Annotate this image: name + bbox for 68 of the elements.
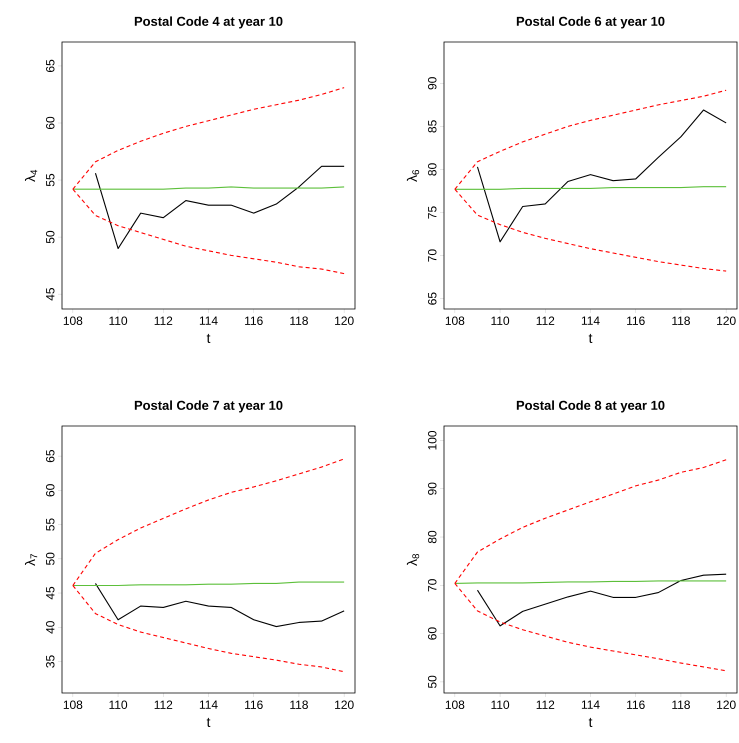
x-tick-label: 116 — [245, 316, 263, 325]
y-tick-label: 45 — [46, 586, 54, 600]
y-tick-label: 45 — [46, 288, 54, 301]
y-tick-label: 60 — [428, 627, 436, 640]
y-tick-label: 55 — [46, 518, 54, 531]
y-tick-label: 35 — [46, 655, 54, 668]
y-tick-label: 90 — [428, 482, 436, 495]
y-axis-title: λ$_{6}$ — [406, 170, 420, 182]
y-tick-label: 65 — [46, 450, 54, 462]
y-tick-label: 80 — [428, 530, 436, 544]
line-series — [476, 109, 727, 242]
y-tick-label: 60 — [46, 116, 54, 130]
x-tick-label: 110 — [109, 700, 128, 709]
x-tick-label: 110 — [491, 316, 510, 325]
y-tick-label: 50 — [46, 230, 54, 244]
y-tick-label: 70 — [428, 579, 436, 592]
y-tick-label: 40 — [46, 621, 54, 634]
x-tick-label: 120 — [335, 316, 354, 325]
x-tick-label: 112 — [536, 700, 554, 709]
chart-title: Postal Code 6 at year 10 — [516, 16, 664, 28]
y-tick-label: 55 — [46, 174, 54, 186]
x-tick-label: 116 — [245, 700, 263, 709]
x-axis-title: t — [206, 718, 210, 727]
chart-title: Postal Code 8 at year 10 — [516, 400, 664, 412]
y-axis-title: λ$_{8}$ — [406, 554, 420, 566]
x-tick-label: 112 — [536, 316, 554, 325]
y-tick-label: 80 — [428, 163, 436, 176]
y-tick-label: 50 — [46, 552, 54, 565]
x-tick-label: 118 — [290, 316, 308, 325]
x-tick-label: 118 — [290, 700, 308, 709]
x-axis-title: t — [206, 334, 210, 343]
x-tick-label: 112 — [154, 316, 172, 325]
line-series — [94, 582, 345, 628]
line-series — [476, 574, 727, 626]
line-series — [94, 166, 345, 250]
x-tick-label: 120 — [717, 316, 736, 325]
x-tick-label: 116 — [627, 316, 645, 325]
chart-title: Postal Code 4 at year 10 — [134, 16, 282, 28]
x-tick-label: 108 — [64, 316, 82, 325]
x-tick-label: 108 — [446, 700, 464, 709]
x-tick-label: 112 — [154, 700, 172, 709]
x-tick-label: 120 — [717, 700, 736, 709]
x-tick-label: 108 — [64, 700, 82, 709]
y-tick-label: 90 — [428, 77, 436, 90]
x-tick-label: 114 — [200, 316, 218, 325]
x-axis-title: t — [588, 718, 592, 727]
y-tick-label: 60 — [46, 484, 54, 496]
x-tick-label: 110 — [491, 700, 510, 709]
y-axis-title: λ$_{4}$ — [24, 170, 38, 182]
y-tick-label: 75 — [428, 206, 436, 219]
y-tick-label: 100 — [428, 430, 436, 450]
x-tick-label: 114 — [582, 316, 600, 325]
x-tick-label: 108 — [446, 316, 464, 325]
x-tick-label: 114 — [200, 700, 218, 709]
x-tick-label: 118 — [672, 316, 690, 325]
y-tick-label: 85 — [428, 120, 436, 133]
y-tick-label: 65 — [46, 60, 54, 72]
y-tick-label: 70 — [428, 249, 436, 262]
y-axis-title: λ$_{7}$ — [24, 554, 38, 566]
x-tick-label: 110 — [109, 316, 128, 325]
y-tick-label: 65 — [428, 292, 436, 305]
x-axis-title: t — [588, 334, 592, 343]
x-tick-label: 118 — [672, 700, 690, 709]
x-tick-label: 114 — [582, 700, 600, 709]
chart-title: Postal Code 7 at year 10 — [134, 400, 282, 412]
x-tick-label: 116 — [627, 700, 645, 709]
x-tick-label: 120 — [335, 700, 354, 709]
y-tick-label: 50 — [428, 676, 436, 688]
